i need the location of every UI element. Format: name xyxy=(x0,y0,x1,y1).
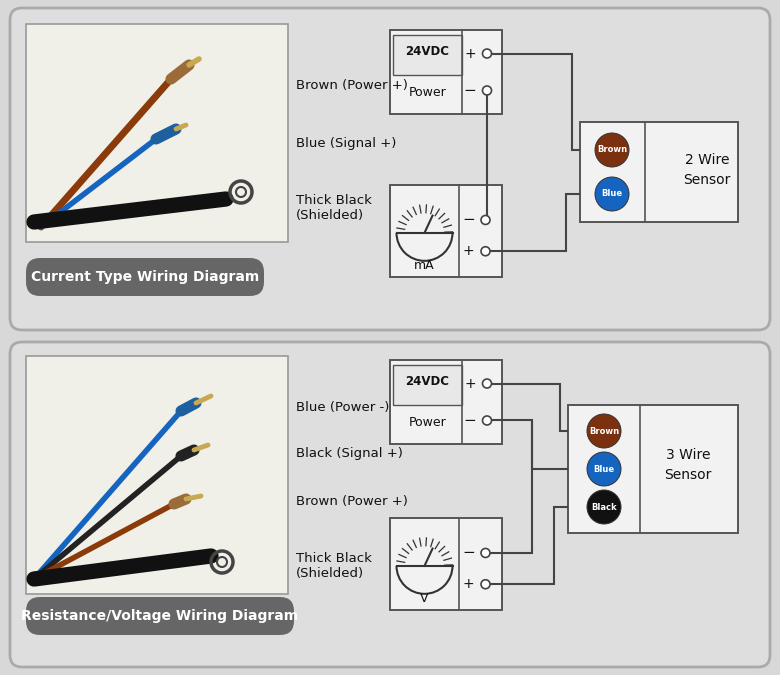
Text: Brown: Brown xyxy=(597,146,627,155)
Bar xyxy=(393,365,462,405)
Circle shape xyxy=(481,215,490,225)
Bar xyxy=(393,35,462,75)
Text: Thick Black
(Shielded): Thick Black (Shielded) xyxy=(296,194,372,222)
Text: Brown (Power +): Brown (Power +) xyxy=(296,495,408,508)
Bar xyxy=(580,122,738,222)
FancyBboxPatch shape xyxy=(10,342,770,667)
Circle shape xyxy=(217,557,227,567)
Text: Current Type Wiring Diagram: Current Type Wiring Diagram xyxy=(31,270,259,284)
Bar xyxy=(390,360,502,444)
Text: +: + xyxy=(464,377,476,391)
Text: Resistance/Voltage Wiring Diagram: Resistance/Voltage Wiring Diagram xyxy=(21,609,299,623)
Text: 24VDC: 24VDC xyxy=(406,375,449,388)
Text: Black (Signal +): Black (Signal +) xyxy=(296,448,403,460)
Text: −: − xyxy=(462,213,475,227)
FancyBboxPatch shape xyxy=(26,597,294,635)
Circle shape xyxy=(595,177,629,211)
Circle shape xyxy=(481,580,490,589)
Circle shape xyxy=(587,490,621,524)
Bar xyxy=(390,518,502,610)
Text: Blue: Blue xyxy=(601,190,622,198)
Circle shape xyxy=(587,414,621,448)
Text: 3 Wire: 3 Wire xyxy=(666,448,711,462)
Bar xyxy=(568,405,738,533)
Text: Sensor: Sensor xyxy=(665,468,711,482)
Text: Brown (Power +): Brown (Power +) xyxy=(296,80,408,92)
Bar xyxy=(390,30,502,114)
Text: mA: mA xyxy=(414,259,434,273)
Text: 24VDC: 24VDC xyxy=(406,45,449,58)
Text: 2 Wire: 2 Wire xyxy=(685,153,729,167)
Text: −: − xyxy=(463,413,477,428)
Circle shape xyxy=(587,452,621,486)
Text: Brown: Brown xyxy=(589,427,619,435)
Circle shape xyxy=(483,416,491,425)
FancyBboxPatch shape xyxy=(26,258,264,296)
Circle shape xyxy=(481,549,490,558)
Text: Black: Black xyxy=(591,502,617,512)
Circle shape xyxy=(483,379,491,388)
Bar xyxy=(26,356,288,594)
Circle shape xyxy=(595,133,629,167)
Text: +: + xyxy=(464,47,476,61)
Text: +: + xyxy=(463,244,474,259)
FancyBboxPatch shape xyxy=(10,8,770,330)
Text: Blue (Power -): Blue (Power -) xyxy=(296,402,389,414)
Text: Power: Power xyxy=(409,86,446,99)
Bar xyxy=(26,24,288,242)
Circle shape xyxy=(481,247,490,256)
Text: Thick Black
(Shielded): Thick Black (Shielded) xyxy=(296,552,372,580)
Text: Power: Power xyxy=(409,416,446,429)
Text: +: + xyxy=(463,577,474,591)
Text: −: − xyxy=(462,545,475,560)
Text: −: − xyxy=(463,83,477,98)
Text: Sensor: Sensor xyxy=(683,173,731,187)
Circle shape xyxy=(483,86,491,95)
Text: Blue: Blue xyxy=(594,464,615,473)
Text: Blue (Signal +): Blue (Signal +) xyxy=(296,138,396,151)
Circle shape xyxy=(483,49,491,58)
Text: V: V xyxy=(420,593,429,605)
Bar xyxy=(390,185,502,277)
Circle shape xyxy=(236,187,246,197)
